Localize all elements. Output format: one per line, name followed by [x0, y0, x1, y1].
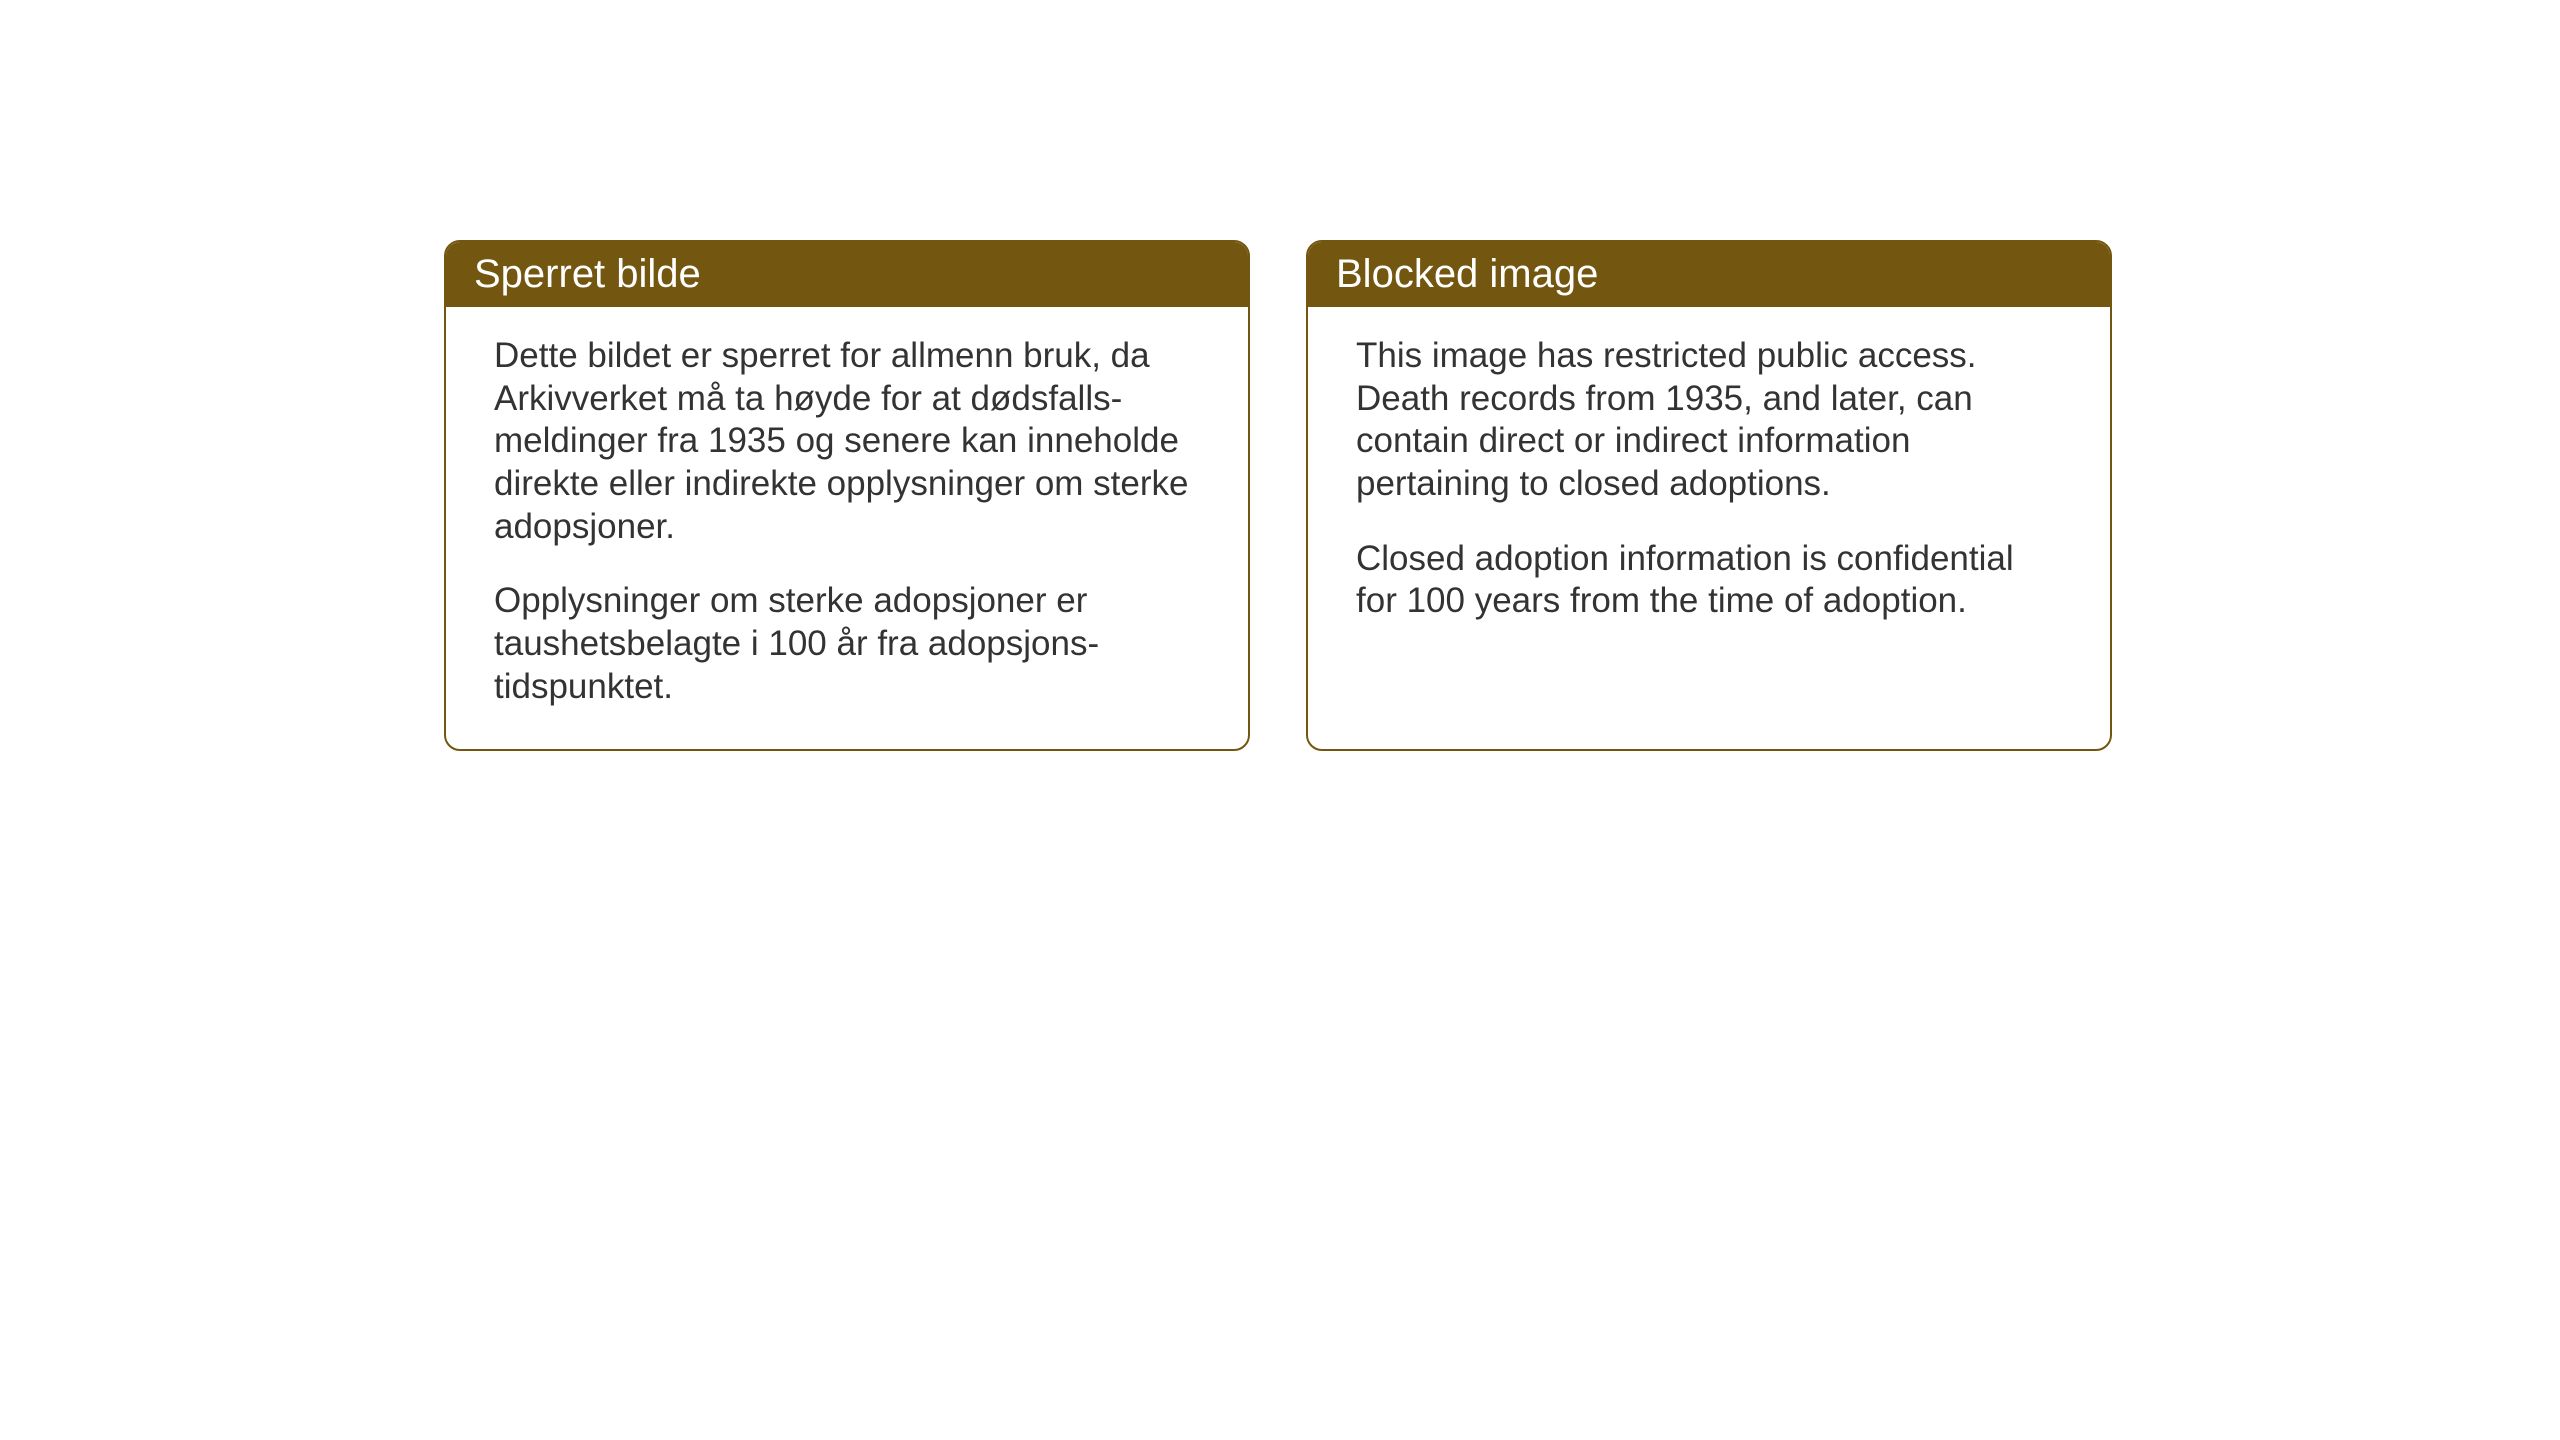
norwegian-paragraph-1: Dette bildet er sperret for allmenn bruk…	[494, 335, 1200, 548]
norwegian-paragraph-2: Opplysninger om sterke adopsjoner er tau…	[494, 580, 1200, 708]
english-card-body: This image has restricted public access.…	[1308, 307, 2110, 663]
english-notice-card: Blocked image This image has restricted …	[1306, 240, 2112, 751]
english-paragraph-2: Closed adoption information is confident…	[1356, 538, 2062, 623]
norwegian-card-body: Dette bildet er sperret for allmenn bruk…	[446, 307, 1248, 749]
notice-cards-container: Sperret bilde Dette bildet er sperret fo…	[444, 240, 2112, 751]
norwegian-notice-card: Sperret bilde Dette bildet er sperret fo…	[444, 240, 1250, 751]
norwegian-card-title: Sperret bilde	[446, 242, 1248, 307]
english-card-title: Blocked image	[1308, 242, 2110, 307]
english-paragraph-1: This image has restricted public access.…	[1356, 335, 2062, 506]
